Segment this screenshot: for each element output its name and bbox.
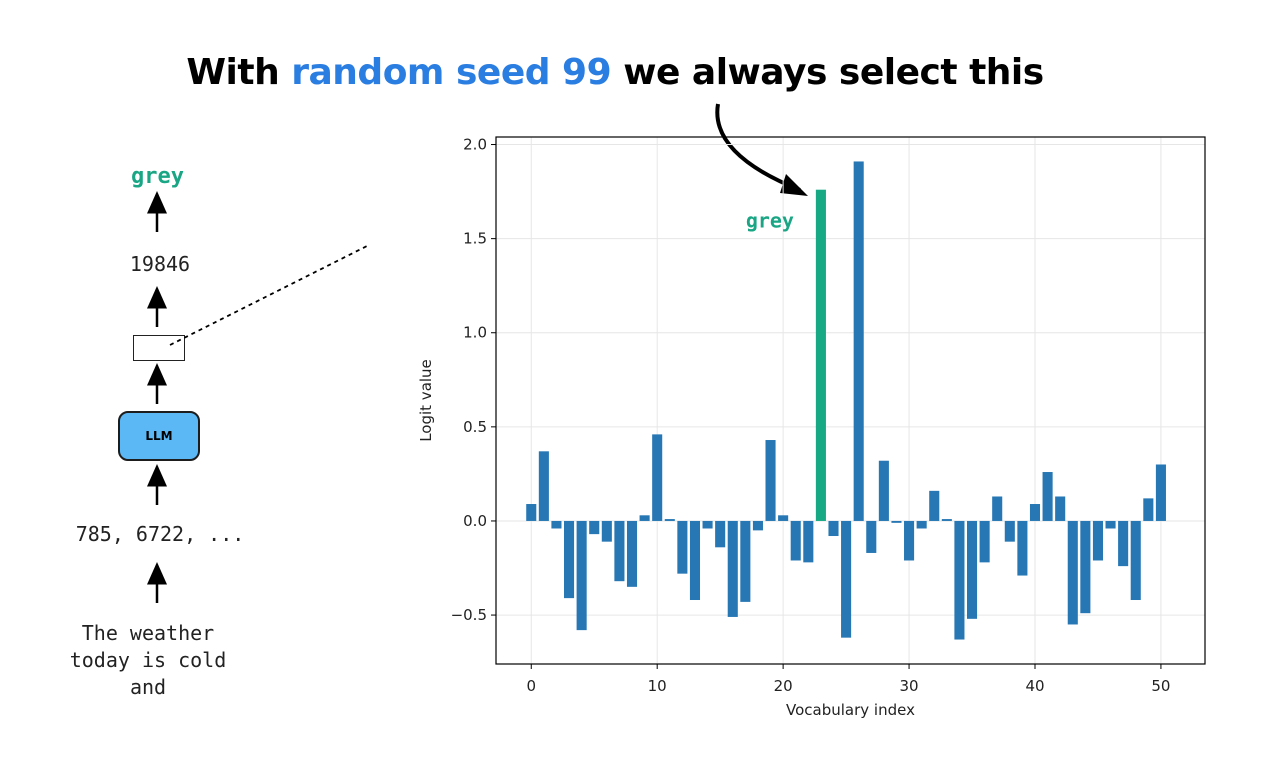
bar	[1029, 504, 1041, 521]
bar	[853, 161, 864, 521]
x-tick-label: 20	[774, 677, 793, 695]
bar	[551, 520, 562, 529]
bar	[715, 520, 726, 548]
x-tick-label: 50	[1151, 677, 1170, 695]
y-tick-label: 1.0	[463, 324, 487, 342]
highlight-bar-label: grey	[746, 209, 794, 233]
output-token: grey	[131, 164, 184, 189]
bar	[1042, 472, 1053, 521]
y-axis-label: Logit value	[417, 359, 435, 442]
bar	[979, 520, 990, 563]
bar	[841, 520, 852, 638]
bar	[966, 520, 978, 619]
bar	[1155, 464, 1166, 521]
zoom-dotted-line	[169, 245, 368, 346]
title-highlight: random seed 99	[291, 52, 612, 93]
bar	[589, 520, 600, 535]
y-tick-label: 2.0	[463, 136, 487, 154]
bar	[564, 520, 575, 599]
annotation-arrowhead	[780, 174, 808, 196]
logit-bar-chart: 0 10 20 30 40 50 −0.5 0.0 0.5 1.0 1.5 2.0 Vocabular…	[417, 136, 1206, 719]
bar	[929, 490, 940, 521]
title-prefix: With	[186, 52, 280, 93]
bar	[1143, 498, 1154, 521]
bar	[904, 520, 915, 561]
x-tick-label: 10	[648, 677, 667, 695]
bar	[1004, 520, 1015, 542]
output-token-id: 19846	[129, 252, 191, 276]
logits-vector-box	[133, 335, 185, 361]
bar	[1092, 520, 1103, 561]
bar	[639, 515, 650, 521]
bar	[866, 520, 877, 553]
input-text: The weather today is cold and	[69, 621, 227, 699]
y-tick-label: −0.5	[451, 606, 487, 624]
bar	[765, 440, 776, 521]
bar	[790, 520, 801, 561]
bar	[1067, 520, 1078, 625]
bar	[878, 460, 889, 521]
bar	[828, 520, 839, 537]
bar	[740, 520, 751, 602]
bar	[664, 519, 675, 521]
bar	[992, 496, 1003, 521]
bar	[538, 451, 549, 521]
chart-bars	[526, 161, 1166, 640]
bar	[526, 504, 537, 521]
annotation-arrow	[715, 103, 801, 192]
llm-label: LLM	[145, 429, 173, 443]
bar	[626, 520, 638, 587]
bar	[677, 520, 688, 574]
x-tick-label: 30	[900, 677, 919, 695]
highlight-bar	[815, 189, 826, 521]
bar	[1055, 496, 1066, 521]
input-token-ids: 785, 6722, ...	[75, 522, 245, 546]
y-tick-label: 0.0	[463, 512, 487, 530]
chart-ticks: 0 10 20 30 40 50 −0.5 0.0 0.5 1.0 1.5 2.0	[451, 136, 1171, 695]
bar	[1105, 520, 1116, 529]
bar	[954, 520, 965, 640]
bar	[941, 519, 952, 521]
bar	[1017, 520, 1028, 576]
bar	[1118, 520, 1129, 567]
bar	[752, 520, 763, 531]
bar	[1130, 520, 1141, 601]
bar	[601, 520, 612, 542]
bar	[702, 520, 713, 529]
bar	[1080, 520, 1091, 614]
bar	[727, 520, 738, 617]
bar	[614, 520, 625, 582]
bar	[803, 520, 814, 563]
bar	[652, 434, 663, 521]
bar	[891, 520, 902, 523]
x-tick-label: 0	[526, 677, 536, 695]
y-tick-label: 0.5	[463, 418, 487, 436]
slide-title: With random seed 99 we always select thi…	[0, 52, 1230, 93]
y-tick-label: 1.5	[463, 230, 487, 248]
x-tick-label: 40	[1025, 677, 1044, 695]
llm-box: LLM	[118, 411, 200, 461]
bar	[916, 520, 927, 529]
chart-axes-frame	[495, 136, 1206, 665]
title-suffix: we always select this	[623, 52, 1044, 93]
x-axis-label: Vocabulary index	[786, 701, 915, 719]
bar	[689, 520, 701, 601]
bar	[576, 520, 587, 631]
bar	[778, 515, 789, 521]
